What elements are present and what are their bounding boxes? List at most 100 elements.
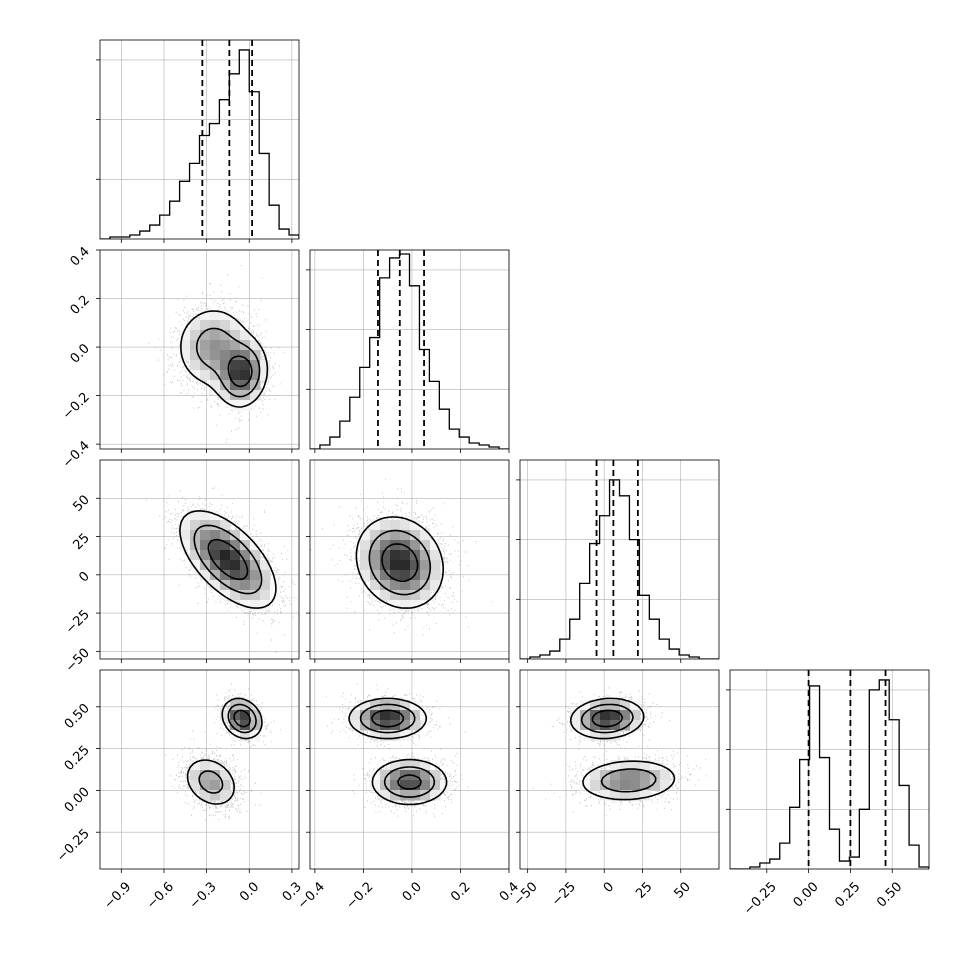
density-cell — [600, 710, 611, 721]
density-cell — [210, 380, 221, 391]
density-cell — [410, 540, 421, 551]
scatter-panel-1-0 — [96, 249, 300, 453]
density-cell — [600, 780, 611, 791]
x-tick-label: −0.3 — [187, 879, 220, 912]
density-cell — [360, 550, 371, 561]
x-tick-label: −0.2 — [344, 879, 377, 912]
density-cell — [210, 330, 221, 341]
density-cell — [250, 370, 261, 381]
contour-level-2 — [233, 709, 251, 728]
density-cell — [420, 550, 431, 561]
contour-level-0 — [180, 310, 269, 408]
density-cell — [430, 550, 441, 561]
density-cell — [400, 570, 411, 581]
density-cell — [370, 540, 381, 551]
density-cell — [400, 560, 411, 571]
y-tick-label: −0.4 — [60, 438, 93, 471]
density-cell — [400, 700, 411, 711]
density-cell — [230, 560, 241, 571]
y-tick-label: 0.50 — [62, 701, 93, 732]
density-cell — [180, 540, 191, 551]
contour-level-0 — [355, 516, 444, 609]
density-cell — [410, 520, 421, 531]
density-cell — [200, 360, 211, 371]
density-cell — [200, 790, 211, 801]
contour-level-2 — [591, 709, 624, 728]
x-tick-label: 50 — [671, 879, 693, 901]
density-cell — [430, 540, 441, 551]
density-cell — [620, 710, 631, 721]
density-cell — [590, 780, 601, 791]
density-cell — [390, 520, 401, 531]
scatter-content — [520, 670, 719, 869]
density-cell — [360, 540, 371, 551]
density-cell — [610, 770, 621, 781]
density-cell — [580, 780, 591, 791]
contour-level-1 — [368, 529, 432, 596]
density-cell — [620, 700, 631, 711]
y-tick-label: 0.4 — [68, 244, 93, 269]
density-cell — [440, 780, 451, 791]
density-cell — [400, 600, 411, 611]
density-cell — [380, 590, 391, 601]
density-cell — [210, 760, 221, 771]
density-cell — [220, 560, 231, 571]
density-cell — [260, 370, 271, 381]
density-cell — [220, 310, 231, 321]
scatter-panel-3-0 — [96, 669, 300, 873]
density-cell — [240, 560, 251, 571]
density-cell — [580, 720, 591, 731]
density-cell — [420, 780, 431, 791]
density-cell — [600, 720, 611, 731]
density-cell — [200, 760, 211, 771]
density-cell — [370, 710, 381, 721]
x-tick-label: −0.6 — [144, 879, 177, 912]
scatter-panel-2-0 — [96, 459, 300, 663]
scatter-content — [100, 670, 299, 869]
density-cell — [380, 710, 391, 721]
histogram-panel-0 — [96, 39, 300, 243]
density-cell — [220, 770, 231, 781]
density-cell — [240, 370, 251, 381]
scatter-1-0-frame — [99, 249, 300, 450]
density-cell — [660, 780, 671, 791]
contour-level-2 — [227, 355, 253, 388]
density-cell — [370, 580, 381, 591]
density-cell — [200, 330, 211, 341]
density-cell — [410, 530, 421, 541]
density-cell — [180, 350, 191, 361]
density-cell — [380, 550, 391, 561]
density-cell — [620, 760, 631, 771]
density-cell — [400, 520, 411, 531]
density-cell — [430, 770, 441, 781]
density-cell — [360, 570, 371, 581]
x-tick-label: 0.2 — [448, 879, 473, 904]
density-cell — [210, 520, 221, 531]
density-cell — [190, 370, 201, 381]
y-tick-label: 50 — [71, 492, 93, 514]
contour-level-2 — [371, 709, 422, 790]
density-cell — [230, 330, 241, 341]
density-cell — [250, 390, 261, 401]
density-cell — [260, 600, 271, 611]
density-cell — [400, 710, 411, 721]
density-cell — [660, 770, 671, 781]
density-cell — [390, 580, 401, 591]
scatter-panel-2-1 — [306, 459, 510, 663]
density-cell — [250, 550, 261, 561]
density-cell — [410, 580, 421, 591]
density-cell — [230, 340, 241, 351]
scatter-content — [100, 460, 299, 659]
density-cell — [240, 710, 251, 721]
density-cell — [360, 560, 371, 571]
density-cell — [370, 770, 381, 781]
density-cell — [230, 710, 241, 721]
density-cell — [380, 540, 391, 551]
density-cell — [430, 790, 441, 801]
scatter-2-1-frame — [309, 459, 510, 660]
x-tick-label: 0.0 — [400, 879, 425, 904]
density-cell — [410, 720, 421, 731]
density-cell — [210, 580, 221, 591]
density-cell — [620, 770, 631, 781]
density-cell — [420, 540, 431, 551]
